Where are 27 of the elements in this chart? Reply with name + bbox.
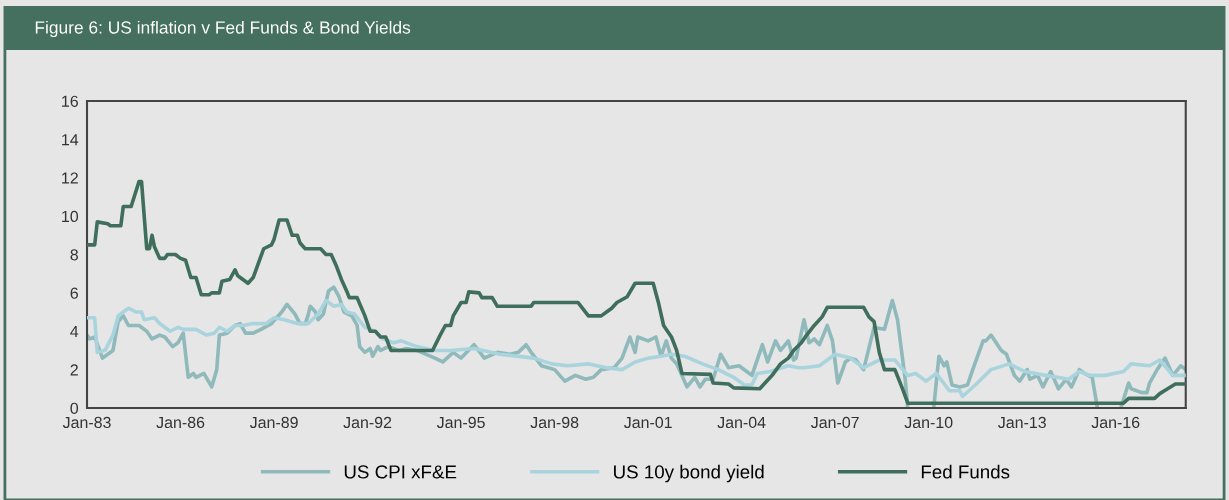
x-tick-label: Jan-10 (904, 416, 953, 429)
y-tick-label: 14 (62, 134, 79, 146)
y-tick-label: 12 (62, 172, 78, 184)
chart-title: Figure 6: US inflation v Fed Funds & Bond Yields (35, 20, 411, 38)
legend-label: US 10y bond yield (614, 464, 764, 483)
x-tick-label: Jan-07 (810, 416, 859, 429)
x-tick-label: Jan-01 (623, 416, 672, 429)
x-tick-label: Jan-98 (530, 416, 579, 429)
y-tick-label: 0 (70, 402, 79, 414)
y-tick-label: 10 (62, 210, 79, 223)
x-tick-label: Jan-83 (62, 416, 111, 429)
y-tick-label: 2 (70, 364, 78, 376)
legend-label: Fed Funds (921, 464, 1010, 479)
y-tick-label: 8 (70, 249, 78, 261)
x-tick-label: Jan-04 (717, 416, 766, 429)
x-tick-label: Jan-16 (1091, 416, 1140, 429)
line-series (87, 179, 1186, 406)
y-tick-label: 6 (70, 287, 78, 299)
x-tick-label: Jan-95 (436, 416, 485, 429)
y-tick-label: 4 (70, 326, 79, 338)
x-tick-label: Jan-13 (998, 416, 1046, 429)
x-tick-label: Jan-86 (156, 416, 205, 429)
x-tick-label: Jan-92 (343, 416, 392, 429)
line-series (87, 298, 1186, 399)
y-tick-label: 16 (62, 95, 78, 107)
legend-label: US CPI xF&E (344, 465, 457, 479)
x-tick-label: Jan-89 (249, 416, 298, 429)
